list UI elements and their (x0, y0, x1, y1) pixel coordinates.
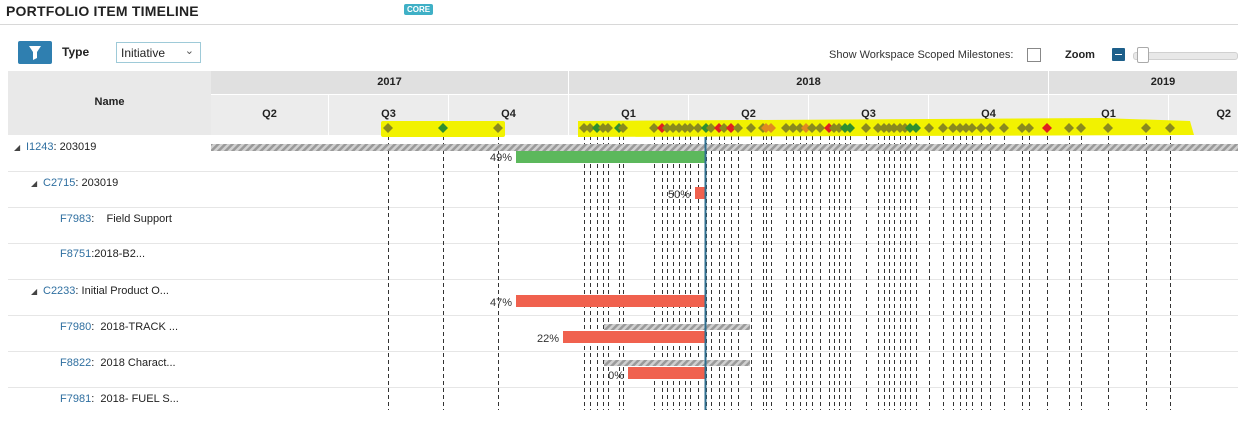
name-column-header[interactable]: Name (8, 71, 212, 135)
planned-span-bar (604, 324, 750, 330)
milestone-diamond-icon[interactable] (924, 123, 934, 133)
milestone-diamond-icon[interactable] (668, 123, 678, 133)
milestone-diamond-icon[interactable] (911, 123, 921, 133)
milestone-diamond-icon[interactable] (693, 123, 703, 133)
milestone-diamond-icon[interactable] (845, 123, 855, 133)
type-select-value: Initiative (121, 46, 166, 60)
tree-row-label[interactable]: F7980: 2018-TRACK ... (60, 321, 179, 333)
percent-label: 47% (490, 297, 512, 309)
year-header-2019: 2019 (1049, 71, 1238, 94)
milestone-diamond-icon[interactable] (961, 123, 971, 133)
milestone-diamond-icon[interactable] (662, 123, 672, 133)
milestone-diamond-icon[interactable] (781, 123, 791, 133)
milestone-diamond-icon[interactable] (766, 123, 776, 133)
type-select[interactable]: Initiative ⌄ (116, 42, 201, 63)
zoom-slider-handle[interactable] (1137, 47, 1149, 63)
tree-row-label[interactable]: C2715: 203019 (43, 177, 119, 189)
milestone-diamond-icon[interactable] (938, 123, 948, 133)
milestone-diamond-icon[interactable] (1076, 123, 1086, 133)
milestone-diamond-icon[interactable] (999, 123, 1009, 133)
percent-label: 0% (608, 370, 624, 382)
core-badge: CORE (404, 4, 434, 15)
milestone-diamond-icon[interactable] (807, 123, 817, 133)
collapse-toggle-icon[interactable]: ◢ (31, 287, 38, 296)
progress-bar[interactable] (516, 151, 705, 163)
collapse-toggle-icon[interactable]: ◢ (14, 143, 21, 152)
row-divider (8, 351, 1238, 352)
scoped-milestones-checkbox[interactable] (1027, 48, 1041, 62)
milestone-diamond-icon[interactable] (746, 123, 756, 133)
milestone-diamond-icon[interactable] (649, 123, 659, 133)
milestone-diamond-icon[interactable] (706, 123, 716, 133)
row-divider (8, 387, 1238, 388)
chevron-down-icon: ⌄ (184, 45, 194, 57)
milestone-diamond-icon[interactable] (1064, 123, 1074, 133)
page-title: PORTFOLIO ITEM TIMELINE (6, 3, 199, 19)
milestone-diamond-icon[interactable] (967, 123, 977, 133)
row-divider (8, 315, 1238, 316)
milestone-diamond-icon[interactable] (726, 123, 736, 133)
milestone-diamond-icon[interactable] (905, 123, 915, 133)
milestone-diamond-icon[interactable] (603, 123, 613, 133)
planned-span-bar (211, 144, 1238, 151)
filter-button[interactable] (18, 41, 52, 64)
milestone-diamond-icon[interactable] (985, 123, 995, 133)
milestone-diamond-icon[interactable] (955, 123, 965, 133)
quarter-header: Q2 (211, 95, 329, 135)
tree-row-label[interactable]: C2233: Initial Product O... (43, 285, 169, 297)
planned-span-bar (604, 360, 750, 366)
milestone-diamond-icon[interactable] (788, 123, 798, 133)
collapse-toggle-icon[interactable]: ◢ (31, 179, 38, 188)
milestone-diamond-icon[interactable] (493, 123, 503, 133)
milestone-diamond-icon[interactable] (1024, 123, 1034, 133)
milestone-diamond-icon[interactable] (1017, 123, 1027, 133)
milestone-diamond-icon[interactable] (1103, 123, 1113, 133)
tree-row-label[interactable]: F8751:2018-B2... (60, 248, 146, 260)
tree-row-label[interactable]: F7981: 2018- FUEL S... (60, 393, 179, 405)
milestone-diamond-icon[interactable] (618, 123, 628, 133)
progress-bar[interactable] (516, 295, 705, 307)
type-label: Type (62, 45, 90, 59)
milestone-diamond-icon[interactable] (579, 123, 589, 133)
tree-row-label[interactable]: F7983: Field Support (60, 213, 172, 225)
percent-label: 49% (490, 152, 512, 164)
milestone-diamond-icon[interactable] (592, 123, 602, 133)
tree-row-label[interactable]: I1243: 203019 (26, 141, 97, 153)
milestone-diamond-icon[interactable] (719, 123, 729, 133)
milestone-diamond-icon[interactable] (948, 123, 958, 133)
filter-icon (29, 46, 41, 60)
quarter-header: Q2 (1169, 95, 1238, 135)
milestone-diamond-icon[interactable] (801, 123, 811, 133)
zoom-label: Zoom (1065, 49, 1095, 61)
milestone-diamond-icon[interactable] (585, 123, 595, 133)
milestone-diamond-icon[interactable] (1141, 123, 1151, 133)
milestone-diamond-icon[interactable] (1042, 123, 1052, 133)
milestone-diamond-icon[interactable] (438, 123, 448, 133)
year-header-2018: 2018 (569, 71, 1049, 94)
milestone-diamond-icon[interactable] (861, 123, 871, 133)
tree-row-label[interactable]: F8822: 2018 Charact... (60, 357, 176, 369)
milestone-diamond-icon[interactable] (685, 123, 695, 133)
milestone-diamond-icon[interactable] (873, 123, 883, 133)
milestone-diamond-icon[interactable] (795, 123, 805, 133)
percent-label: 50% (668, 189, 690, 201)
milestone-diamond-icon[interactable] (383, 123, 393, 133)
scoped-milestones-label: Show Workspace Scoped Milestones: (829, 49, 1014, 61)
milestone-diamond-icon[interactable] (889, 123, 899, 133)
milestone-diamond-icon[interactable] (834, 123, 844, 133)
milestone-diamond-icon[interactable] (815, 123, 825, 133)
name-header-label: Name (94, 96, 125, 108)
milestone-diamond-icon[interactable] (976, 123, 986, 133)
progress-bar[interactable] (563, 331, 705, 343)
milestone-diamond-icon[interactable] (674, 123, 684, 133)
progress-bar[interactable] (628, 367, 705, 379)
milestone-diamond-icon[interactable] (1165, 123, 1175, 133)
title-bar: PORTFOLIO ITEM TIMELINE CORE (0, 0, 1238, 25)
percent-label: 22% (537, 333, 559, 345)
zoom-out-button[interactable] (1112, 48, 1125, 61)
milestone-diamond-icon[interactable] (733, 123, 743, 133)
year-header-2017: 2017 (211, 71, 569, 94)
progress-bar[interactable] (695, 187, 705, 199)
